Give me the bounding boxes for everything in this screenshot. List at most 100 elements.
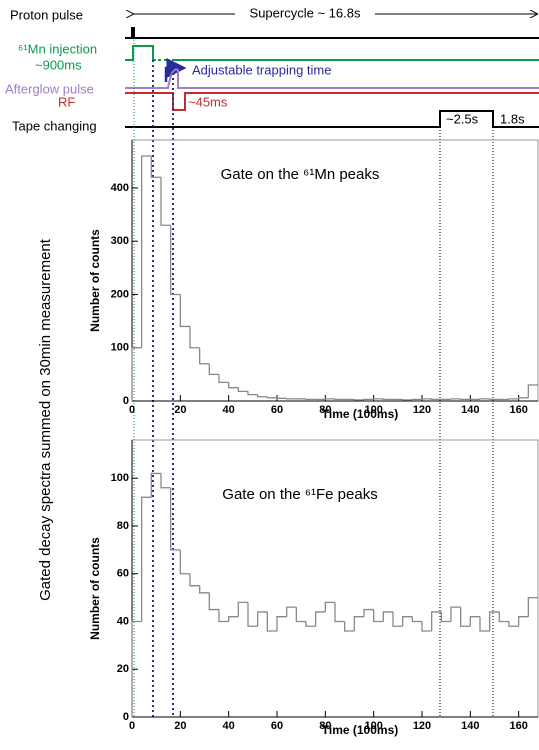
y-axis-title: Number of counts — [88, 537, 102, 640]
histogram-bin — [160, 473, 171, 489]
histogram-bin — [170, 225, 181, 296]
x-tick-label: 100 — [364, 404, 382, 416]
histogram-bin — [150, 472, 161, 498]
histogram-bin — [508, 398, 519, 400]
histogram-bin — [518, 616, 529, 627]
trapping-arrow — [164, 58, 187, 82]
histogram-bin — [431, 611, 442, 632]
histogram-bin — [489, 611, 500, 632]
supercycle-label: Supercycle ~ 16.8s — [250, 5, 361, 20]
x-tick-label: 60 — [271, 404, 283, 416]
histogram-bin — [450, 398, 461, 400]
x-tick-label: 120 — [413, 720, 431, 732]
histogram-bin — [421, 398, 432, 400]
histogram-bin — [160, 177, 171, 226]
y-tick-label: 20 — [117, 663, 129, 675]
histogram-bin — [208, 363, 219, 376]
histogram-bin — [131, 347, 142, 401]
plot-frame — [131, 439, 539, 718]
histogram-bin — [334, 602, 345, 623]
histogram-bin — [286, 398, 297, 400]
histogram-bin — [237, 387, 248, 393]
y-tick-label: 0 — [123, 395, 129, 407]
x-tick-label: 100 — [364, 720, 382, 732]
histogram-bin — [247, 602, 258, 627]
x-tick-label: 80 — [319, 404, 331, 416]
x-tick-label: 40 — [223, 720, 235, 732]
y-tick-label: 0 — [123, 711, 129, 723]
histogram-bin — [324, 398, 335, 400]
histogram-bin — [179, 549, 190, 575]
y-tick-label: 100 — [111, 342, 129, 354]
afterglow-line — [125, 68, 539, 89]
x-axis-title: Time (100ms) — [322, 723, 398, 737]
chart-title: Gate on the ⁶¹Mn peaks — [221, 166, 380, 183]
rf-line — [125, 92, 539, 111]
histogram-bin — [431, 398, 442, 401]
histogram-bin — [276, 397, 287, 399]
histogram-bin — [518, 397, 529, 399]
histogram-bin — [450, 606, 461, 622]
histogram-bin — [257, 611, 268, 627]
x-tick-label: 160 — [509, 720, 527, 732]
histogram-bin — [527, 384, 538, 398]
histogram-bin — [189, 326, 200, 349]
x-tick-label: 120 — [413, 404, 431, 416]
tape-line — [125, 110, 539, 128]
label-bg — [235, 5, 375, 23]
x-tick-label: 60 — [271, 720, 283, 732]
x-axis-title: Time (100ms) — [322, 407, 398, 421]
side-label: Gated decay spectra summed on 30min meas… — [37, 238, 54, 601]
histogram-bin — [228, 616, 239, 622]
histogram-bin — [373, 398, 384, 400]
histogram-bin — [170, 487, 181, 551]
histogram-bin — [131, 620, 142, 717]
histogram-bin — [247, 391, 258, 396]
x-tick-label: 80 — [319, 720, 331, 732]
histogram-bin — [373, 609, 384, 623]
histogram-bin — [363, 608, 374, 617]
histogram-bin — [208, 592, 219, 611]
histogram-bin — [353, 616, 364, 632]
histogram-bin — [237, 601, 248, 617]
y-tick-label: 80 — [117, 520, 129, 532]
histogram-bin — [402, 616, 413, 627]
histogram-bin — [228, 382, 239, 389]
proton-label: Proton pulse — [10, 7, 83, 22]
injection-time: ~900ms — [35, 57, 82, 72]
histogram-bin — [460, 607, 471, 627]
histogram-bin — [218, 374, 229, 384]
x-tick-label: 0 — [129, 404, 135, 416]
histogram-bin — [382, 398, 393, 401]
y-tick-label: 40 — [117, 615, 129, 627]
trapping-label: Adjustable trapping time — [192, 62, 331, 77]
histogram-bin — [218, 609, 229, 623]
y-tick-label: 300 — [111, 235, 129, 247]
histogram-bin — [421, 621, 432, 632]
histogram-bin — [489, 398, 500, 401]
histogram-bin — [460, 398, 471, 401]
histogram-bin — [469, 616, 480, 627]
histogram-bin — [382, 611, 393, 622]
histogram-bin — [141, 496, 152, 622]
histogram-bin — [353, 399, 364, 401]
histogram-bin — [440, 611, 451, 623]
histogram-bin — [150, 155, 161, 178]
histogram-bin — [266, 396, 277, 399]
x-tick-label: 20 — [174, 720, 186, 732]
histogram-bin — [189, 573, 200, 587]
histogram-bin — [286, 606, 297, 617]
histogram-bin — [508, 621, 519, 627]
histogram-bin — [411, 398, 422, 401]
timing-diagram: Supercycle ~ 16.8s Proton pulse ⁶¹Mn inj… — [5, 5, 539, 717]
histogram-bin — [479, 616, 490, 632]
y-axis-title: Number of counts — [88, 229, 102, 332]
y-tick-label: 200 — [111, 288, 129, 300]
x-tick-label: 160 — [509, 404, 527, 416]
histogram-bin — [344, 621, 355, 632]
injection-line — [125, 45, 156, 61]
proton-line — [125, 27, 539, 39]
y-tick-label: 400 — [111, 182, 129, 194]
tape-time: ~2.5s — [446, 111, 479, 126]
histogram-bin — [324, 601, 335, 612]
